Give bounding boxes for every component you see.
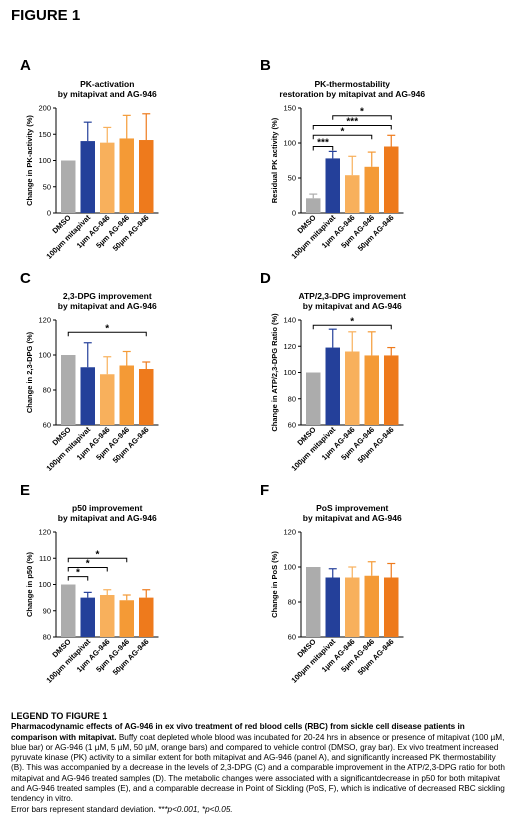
significance-label-b-2: *: [341, 126, 345, 137]
bar-f-4: [365, 576, 380, 637]
bar-c-2: [81, 367, 96, 425]
y-tick-label-f-60: 60: [288, 633, 296, 642]
legend-text: Pharmacodynamic effects of AG-946 in ex …: [11, 722, 509, 804]
bar-e-2: [81, 598, 96, 637]
bar-b-5: [384, 147, 399, 214]
y-axis-label-d: Change in ATP/2,3-DPG Ratio (%): [270, 313, 279, 432]
y-tick-label-c-100: 100: [38, 351, 51, 360]
bar-c-3: [100, 374, 115, 425]
bar-d-1: [306, 373, 321, 426]
y-tick-label-d-100: 100: [283, 368, 296, 377]
chart-title-c-line-2: by mitapivat and AG-946: [58, 301, 157, 311]
bar-d-3: [345, 352, 360, 426]
y-tick-label-d-140: 140: [283, 316, 296, 325]
bar-d-5: [384, 355, 399, 425]
chart-title-f-line-1: PoS improvement: [316, 503, 388, 513]
bar-d-4: [365, 355, 380, 425]
panel-letter-c: C: [20, 270, 31, 287]
y-axis-label-c: Change in 2,3-DPG (%): [25, 331, 34, 413]
y-axis-label-a: Change in PK-activity (%): [25, 115, 34, 206]
y-tick-label-a-0: 0: [47, 209, 51, 218]
y-tick-label-d-60: 60: [288, 421, 296, 430]
significance-label-b-1: ***: [317, 138, 329, 149]
legend-note-prefix: Error bars represent standard deviation.: [11, 805, 158, 814]
bar-c-5: [139, 369, 154, 425]
panel-letter-f: F: [260, 482, 269, 499]
chart-title-e-line-1: p50 improvement: [72, 503, 143, 513]
y-tick-label-b-0: 0: [292, 209, 296, 218]
bar-c-4: [120, 366, 135, 426]
y-tick-label-b-150: 150: [283, 104, 296, 113]
panel-letter-e: E: [20, 482, 30, 499]
significance-label-e-2: *: [86, 558, 90, 569]
figure-legend: LEGEND TO FIGURE 1 Pharmacodynamic effec…: [11, 711, 509, 815]
y-tick-label-c-120: 120: [38, 316, 51, 325]
bar-b-1: [306, 198, 321, 213]
significance-label-c-1: *: [105, 323, 109, 334]
chart-title-b-line-2: restoration by mitapivat and AG-946: [279, 89, 425, 99]
chart-title-f-line-2: by mitapivat and AG-946: [303, 513, 402, 523]
bar-e-5: [139, 598, 154, 637]
bar-f-2: [326, 578, 341, 638]
y-tick-label-a-200: 200: [38, 104, 51, 113]
y-tick-label-e-80: 80: [43, 633, 51, 642]
y-tick-label-b-100: 100: [283, 139, 296, 148]
bar-a-3: [100, 143, 115, 213]
chart-title-d-line-1: ATP/2,3-DPG improvement: [298, 291, 406, 301]
y-tick-label-f-80: 80: [288, 598, 296, 607]
y-tick-label-f-100: 100: [283, 563, 296, 572]
significance-label-d-1: *: [350, 316, 354, 327]
y-tick-label-c-80: 80: [43, 386, 51, 395]
y-tick-label-e-100: 100: [38, 580, 51, 589]
legend-heading: LEGEND TO FIGURE 1: [11, 711, 509, 721]
chart-title-b-line-1: PK-thermostability: [314, 79, 390, 89]
bar-d-2: [326, 348, 341, 425]
bar-a-4: [120, 138, 135, 213]
bar-a-1: [61, 161, 76, 214]
bar-e-4: [120, 600, 135, 637]
significance-label-e-1: *: [76, 568, 80, 579]
chart-title-a-line-1: PK-activation: [80, 79, 134, 89]
significance-label-e-3: *: [96, 549, 100, 560]
legend-body: Buffy coat depleted whole blood was incu…: [11, 733, 505, 804]
bar-e-3: [100, 595, 115, 637]
panel-letter-a: A: [20, 57, 31, 74]
y-tick-label-f-120: 120: [283, 528, 296, 537]
y-tick-label-b-50: 50: [288, 174, 296, 183]
chart-title-e-line-2: by mitapivat and AG-946: [58, 513, 157, 523]
y-tick-label-d-120: 120: [283, 342, 296, 351]
bar-a-2: [81, 141, 96, 213]
panel-letter-d: D: [260, 270, 271, 287]
bar-c-1: [61, 355, 76, 425]
bar-a-5: [139, 140, 154, 213]
bar-b-4: [365, 167, 380, 213]
y-tick-label-a-100: 100: [38, 156, 51, 165]
bar-e-1: [61, 585, 76, 638]
significance-label-b-3: ***: [346, 117, 358, 128]
y-tick-label-d-80: 80: [288, 394, 296, 403]
bar-f-5: [384, 578, 399, 638]
bar-b-2: [326, 158, 341, 213]
bar-f-3: [345, 578, 360, 638]
bar-f-1: [306, 567, 321, 637]
y-tick-label-e-120: 120: [38, 528, 51, 537]
chart-title-c-line-1: 2,3-DPG improvement: [63, 291, 152, 301]
legend-note: Error bars represent standard deviation.…: [11, 805, 509, 815]
y-tick-label-e-110: 110: [39, 554, 51, 563]
y-tick-label-e-90: 90: [43, 606, 51, 615]
legend-note-italic: ***p<0.001, *p<0.05.: [158, 805, 233, 814]
y-tick-label-a-50: 50: [43, 182, 51, 191]
bar-b-3: [345, 175, 360, 213]
y-axis-label-b: Residual PK activity (%): [270, 117, 279, 203]
y-axis-label-e: Change in p50 (%): [25, 551, 34, 617]
y-axis-label-f: Change in PoS (%): [270, 551, 279, 618]
y-tick-label-a-150: 150: [38, 130, 51, 139]
chart-title-a-line-2: by mitapivat and AG-946: [58, 89, 157, 99]
chart-title-d-line-2: by mitapivat and AG-946: [303, 301, 402, 311]
significance-label-b-4: *: [360, 107, 364, 118]
y-tick-label-c-60: 60: [43, 421, 51, 430]
panel-letter-b: B: [260, 57, 271, 74]
